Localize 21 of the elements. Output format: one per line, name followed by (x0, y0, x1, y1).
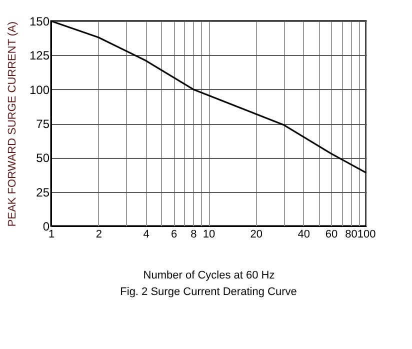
x-axis-title: Number of Cycles at 60 Hz (143, 270, 275, 282)
x-tick-label: 100 (357, 228, 376, 240)
x-tick-label: 4 (143, 228, 150, 240)
x-tick-label: 80 (345, 228, 358, 240)
y-tick-label: 150 (29, 14, 50, 28)
y-axis-title: PEAK FORWARD SURGE CURRENT (A) (6, 21, 18, 227)
y-tick-label: 50 (36, 151, 50, 166)
x-tick-label: 8 (190, 228, 197, 240)
y-tick-label: 75 (36, 117, 50, 131)
x-tick-label: 60 (325, 228, 338, 240)
x-tick-label: 6 (170, 228, 178, 240)
x-tick-label: 20 (250, 228, 263, 240)
x-tick-label: 2 (96, 228, 102, 240)
y-tick-label: 25 (36, 185, 50, 200)
y-tick-label: 125 (29, 48, 50, 63)
y-tick-label: 100 (29, 82, 50, 97)
text: Fig. 2 Surge Current Derating Curve (120, 286, 297, 298)
y-tick-label: 0 (42, 220, 50, 234)
x-tick-label: 40 (298, 228, 310, 240)
x-tick-label: 10 (202, 228, 216, 240)
x-tick-label: 1 (48, 228, 55, 240)
